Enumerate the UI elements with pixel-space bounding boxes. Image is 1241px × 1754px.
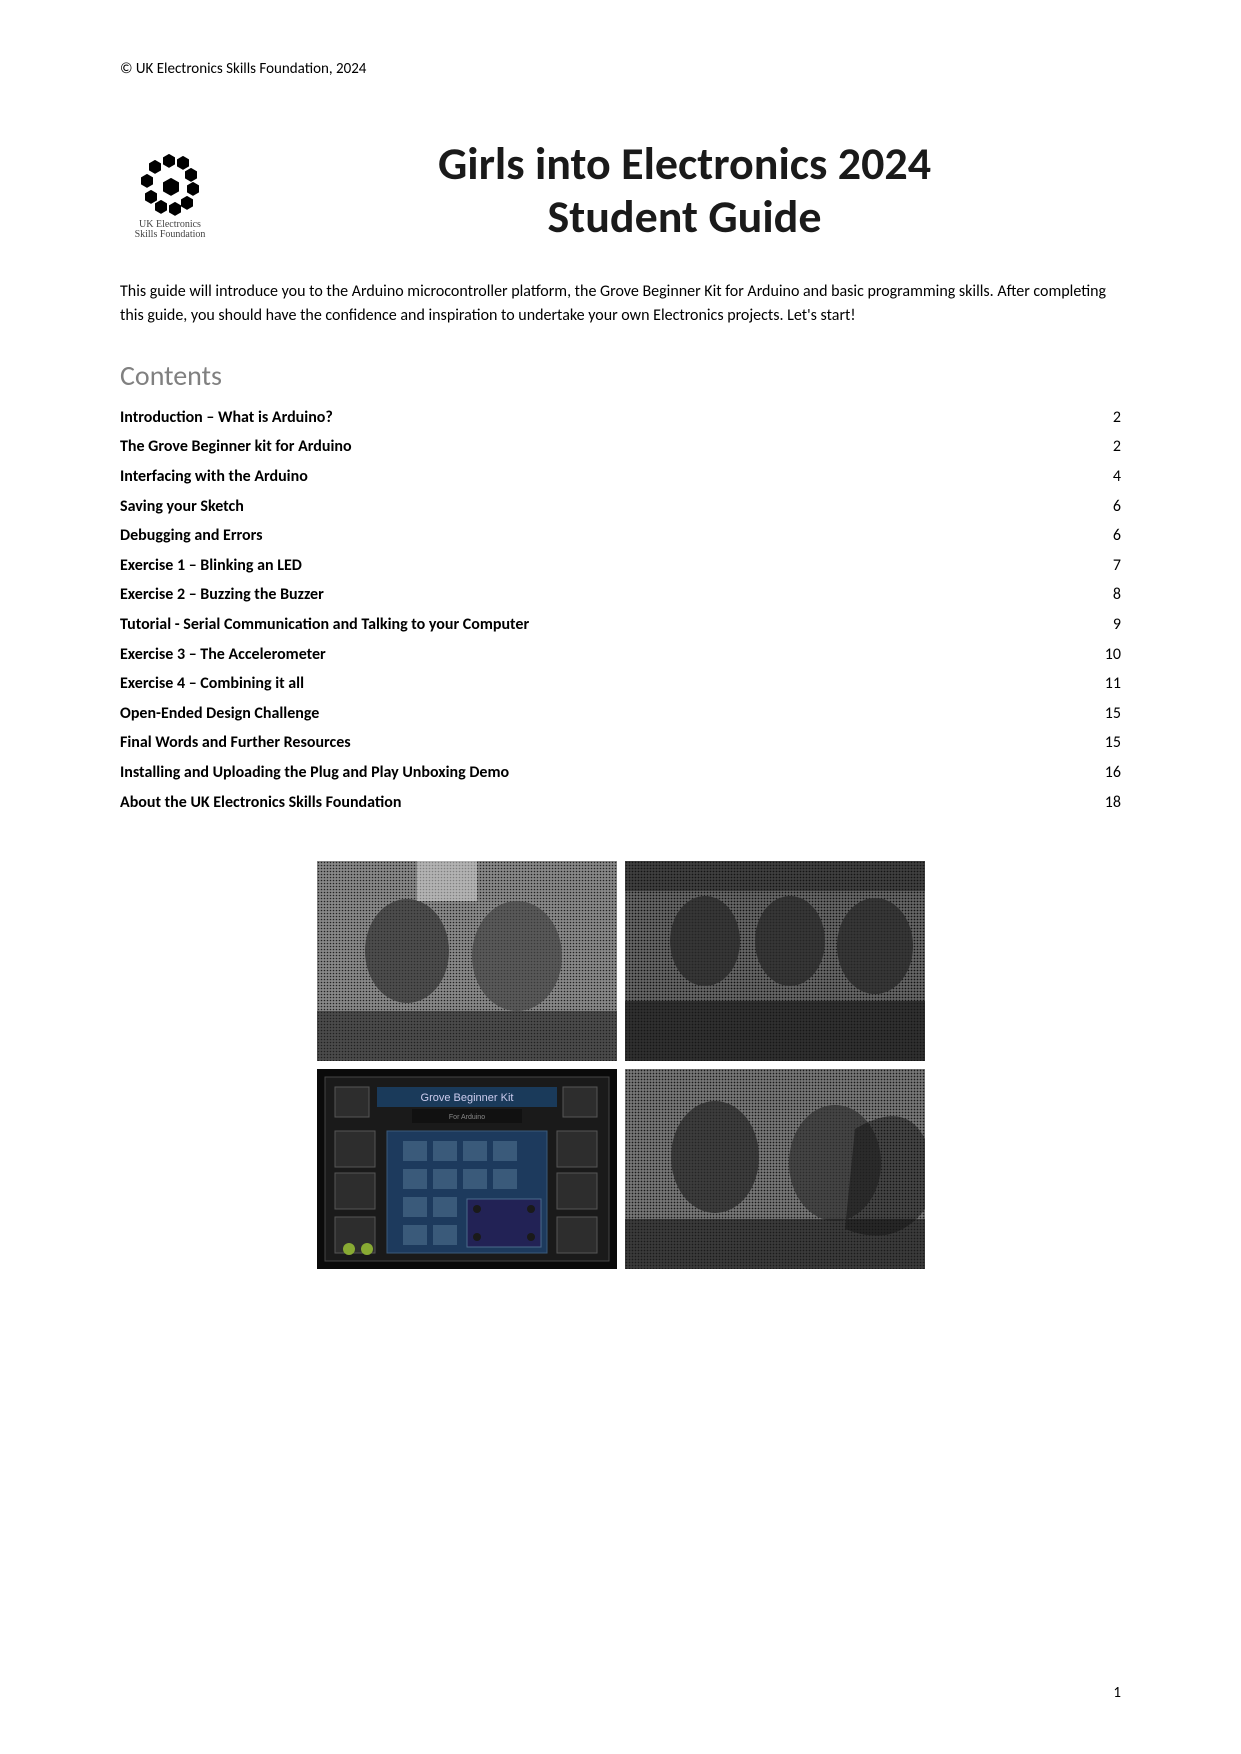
toc-entry: Final Words and Further Resources 15	[120, 728, 1121, 758]
toc-entry-page: 7	[1113, 551, 1121, 581]
toc-entry-title: Tutorial - Serial Communication and Talk…	[120, 610, 529, 640]
intro-paragraph: This guide will introduce you to the Ard…	[120, 280, 1121, 328]
toc-entry-page: 2	[1113, 432, 1121, 462]
logo-text: UK Electronics Skills Foundation	[135, 220, 206, 241]
ukesf-logo: UK Electronics Skills Foundation	[120, 141, 220, 241]
page-number: 1	[1113, 1684, 1121, 1702]
toc-entry-page: 15	[1105, 728, 1121, 758]
photo-grid: Grove Beginner Kit For Arduino	[120, 861, 1121, 1269]
toc-entry-title: Debugging and Errors	[120, 521, 262, 551]
toc-entry-page: 9	[1113, 610, 1121, 640]
toc-entry: Exercise 3 – The Accelerometer 10	[120, 640, 1121, 670]
toc-entry-page: 4	[1113, 462, 1121, 492]
document-page: © UK Electronics Skills Foundation, 2024…	[0, 0, 1241, 1754]
toc-entry: Open-Ended Design Challenge 15	[120, 699, 1121, 729]
toc-entry: About the UK Electronics Skills Foundati…	[120, 788, 1121, 818]
toc-entry-title: Installing and Uploading the Plug and Pl…	[120, 758, 509, 788]
toc-entry-title: Final Words and Further Resources	[120, 728, 351, 758]
toc-entry-page: 8	[1113, 580, 1121, 610]
title-line2: Student Guide	[248, 191, 1121, 244]
toc-entry: Introduction – What is Arduino? 2	[120, 403, 1121, 433]
toc-entry: The Grove Beginner kit for Arduino 2	[120, 432, 1121, 462]
toc-entry: Debugging and Errors 6	[120, 521, 1121, 551]
copyright-notice: © UK Electronics Skills Foundation, 2024	[120, 60, 1121, 78]
toc-entry-title: Exercise 4 – Combining it all	[120, 669, 304, 699]
svg-text:For Arduino: For Arduino	[448, 1114, 484, 1121]
toc-entry-page: 6	[1113, 492, 1121, 522]
photo-students-1	[317, 861, 617, 1061]
toc-entry-title: Exercise 3 – The Accelerometer	[120, 640, 326, 670]
photo-students-3	[625, 1069, 925, 1269]
toc-entry-title: Saving your Sketch	[120, 492, 244, 522]
title-header-row: UK Electronics Skills Foundation Girls i…	[120, 138, 1121, 244]
toc-entry-page: 10	[1105, 640, 1121, 670]
logo-text-line2: Skills Foundation	[135, 230, 206, 241]
photo-students-2	[625, 861, 925, 1061]
toc-entry: Interfacing with the Arduino 4	[120, 462, 1121, 492]
toc-entry-page: 15	[1105, 699, 1121, 729]
title-line1: Girls into Electronics 2024	[248, 138, 1121, 191]
toc-entry-title: Exercise 1 – Blinking an LED	[120, 551, 302, 581]
logo-graphic	[139, 154, 201, 216]
toc-entry: Exercise 1 – Blinking an LED 7	[120, 551, 1121, 581]
toc-entry-title: Open-Ended Design Challenge	[120, 699, 319, 729]
photo-grove-kit: Grove Beginner Kit For Arduino	[317, 1069, 617, 1269]
toc-entry: Tutorial - Serial Communication and Talk…	[120, 610, 1121, 640]
toc-entry-title: Interfacing with the Arduino	[120, 462, 308, 492]
contents-heading: Contents	[120, 358, 1121, 393]
toc-entry-page: 2	[1113, 403, 1121, 433]
toc-entry-title: About the UK Electronics Skills Foundati…	[120, 788, 401, 818]
title-block: Girls into Electronics 2024 Student Guid…	[248, 138, 1121, 244]
toc-entry-page: 16	[1105, 758, 1121, 788]
table-of-contents: Introduction – What is Arduino? 2The Gro…	[120, 403, 1121, 817]
toc-entry-page: 6	[1113, 521, 1121, 551]
grove-kit-label: Grove Beginner Kit	[420, 1092, 513, 1104]
toc-entry-title: The Grove Beginner kit for Arduino	[120, 432, 352, 462]
toc-entry-title: Introduction – What is Arduino?	[120, 403, 333, 433]
toc-entry-page: 18	[1105, 788, 1121, 818]
toc-entry: Saving your Sketch 6	[120, 492, 1121, 522]
toc-entry: Exercise 2 – Buzzing the Buzzer 8	[120, 580, 1121, 610]
toc-entry-title: Exercise 2 – Buzzing the Buzzer	[120, 580, 324, 610]
toc-entry: Exercise 4 – Combining it all 11	[120, 669, 1121, 699]
toc-entry-page: 11	[1105, 669, 1121, 699]
toc-entry: Installing and Uploading the Plug and Pl…	[120, 758, 1121, 788]
